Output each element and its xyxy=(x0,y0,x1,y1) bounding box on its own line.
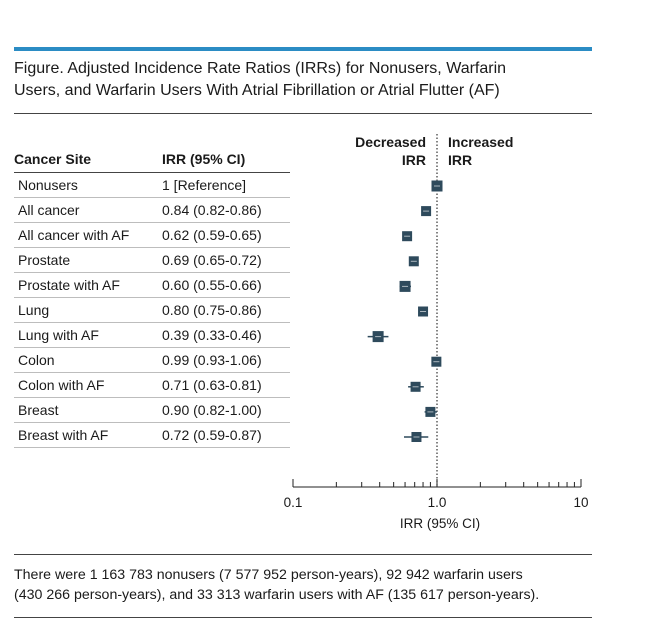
table-row: Nonusers 1 [Reference] xyxy=(14,173,290,198)
title-divider xyxy=(14,113,592,114)
table-row: Lung with AF 0.39 (0.33-0.46) xyxy=(14,323,290,348)
irr-value: 0.60 (0.55-0.66) xyxy=(162,277,262,293)
figure-title: Figure. Adjusted Incidence Rate Ratios (… xyxy=(14,58,594,102)
top-accent-rule xyxy=(14,47,592,51)
cancer-site-label: Colon xyxy=(18,352,55,368)
x-tick-label: 10 xyxy=(573,495,588,510)
x-axis-label: IRR (95% CI) xyxy=(399,516,481,531)
cancer-site-label: All cancer xyxy=(18,202,80,218)
table-row: Breast with AF 0.72 (0.59-0.87) xyxy=(14,423,290,448)
x-tick-label: 1.0 xyxy=(428,495,447,510)
cancer-site-label: Colon with AF xyxy=(18,377,105,393)
cancer-site-label: Breast with AF xyxy=(18,427,109,443)
irr-value: 0.99 (0.93-1.06) xyxy=(162,352,262,368)
cancer-site-label: Breast xyxy=(18,402,59,418)
footnote-top-rule xyxy=(14,554,592,555)
figure-title-line1: Figure. Adjusted Incidence Rate Ratios (… xyxy=(14,60,507,77)
footnote-bottom-rule xyxy=(14,617,592,618)
cancer-site-label: All cancer with AF xyxy=(18,227,130,243)
x-tick-label: 0.1 xyxy=(284,495,303,510)
irr-value: 0.69 (0.65-0.72) xyxy=(162,252,262,268)
footnote-line1: There were 1 163 783 nonusers (7 577 952… xyxy=(14,567,523,583)
table-row: Prostate with AF 0.60 (0.55-0.66) xyxy=(14,273,290,298)
table-row: All cancer with AF 0.62 (0.59-0.65) xyxy=(14,223,290,248)
decreased-irr-label: Decreased IRR xyxy=(352,133,426,169)
table-row: Lung 0.80 (0.75-0.86) xyxy=(14,298,290,323)
cancer-site-label: Prostate xyxy=(18,252,71,268)
column-header-irr: IRR (95% CI) xyxy=(162,151,246,167)
cancer-site-label: Prostate with AF xyxy=(18,277,120,293)
irr-value: 0.71 (0.63-0.81) xyxy=(162,377,262,393)
table-row: Prostate 0.69 (0.65-0.72) xyxy=(14,248,290,273)
figure-title-line2: Users, and Warfarin Users With Atrial Fi… xyxy=(14,82,500,99)
irr-value: 0.39 (0.33-0.46) xyxy=(162,327,262,343)
table-row: Colon 0.99 (0.93-1.06) xyxy=(14,348,290,373)
irr-value: 0.72 (0.59-0.87) xyxy=(162,427,262,443)
column-header-cancer-site: Cancer Site xyxy=(14,151,92,167)
irr-value: 0.84 (0.82-0.86) xyxy=(162,202,262,218)
cancer-site-label: Nonusers xyxy=(18,177,78,193)
irr-value: 0.80 (0.75-0.86) xyxy=(162,302,262,318)
decreased-label-line1: Decreased xyxy=(355,134,426,150)
cancer-site-label: Lung with AF xyxy=(18,327,99,343)
irr-value: 0.90 (0.82-1.00) xyxy=(162,402,262,418)
table-row: Colon with AF 0.71 (0.63-0.81) xyxy=(14,373,290,398)
cancer-site-label: Lung xyxy=(18,302,50,318)
table-body: Nonusers 1 [Reference] All cancer 0.84 (0.8… xyxy=(14,173,290,448)
decreased-label-line2: IRR xyxy=(401,152,426,168)
increased-label-line1: Increased xyxy=(448,134,514,150)
increased-irr-label: Increased IRR xyxy=(448,133,528,169)
table-header-divider xyxy=(14,172,290,173)
increased-label-line2: IRR xyxy=(448,152,473,168)
footnote-line2: (430 266 person-years), and 33 313 warfa… xyxy=(14,587,540,603)
table-row: All cancer 0.84 (0.82-0.86) xyxy=(14,198,290,223)
irr-value: 1 [Reference] xyxy=(162,177,247,193)
irr-value: 0.62 (0.59-0.65) xyxy=(162,227,262,243)
footnote: There were 1 163 783 nonusers (7 577 952… xyxy=(14,565,604,605)
table-row: Breast 0.90 (0.82-1.00) xyxy=(14,398,290,423)
